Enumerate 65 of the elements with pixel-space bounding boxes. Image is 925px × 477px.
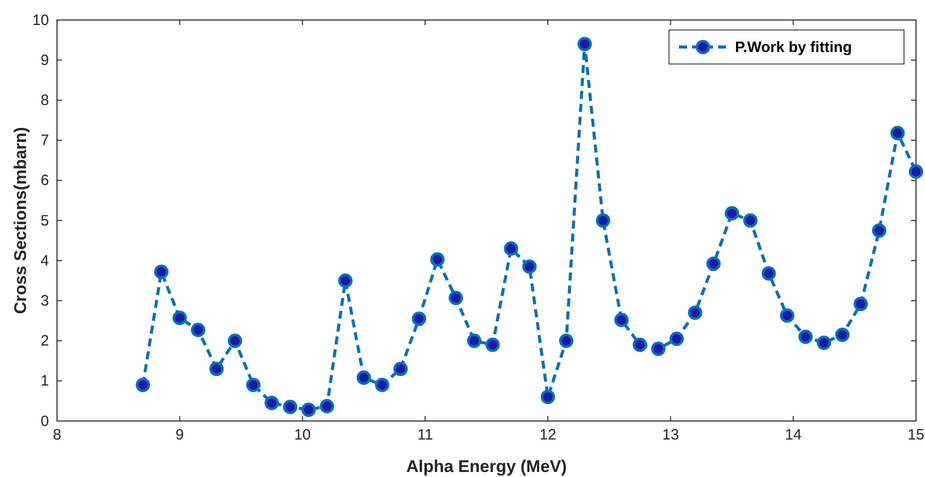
point (246, 378, 261, 392)
point (651, 342, 666, 356)
y-tick-label: 3 (40, 292, 49, 310)
point (430, 252, 445, 267)
point (467, 334, 482, 348)
point (190, 322, 206, 338)
x-tick-label: 8 (52, 426, 62, 444)
point (578, 36, 592, 52)
point (872, 223, 886, 238)
point (632, 338, 648, 352)
y-tick-label: 2 (40, 332, 49, 350)
point (835, 328, 850, 342)
point (320, 399, 334, 414)
point (854, 296, 868, 312)
point (172, 310, 187, 326)
point (393, 362, 408, 376)
point (614, 312, 629, 328)
point (282, 400, 298, 414)
y-tick-label: 6 (40, 172, 49, 190)
point (762, 266, 776, 281)
point (816, 336, 832, 350)
y-tick-label: 5 (40, 212, 49, 230)
point (780, 308, 794, 323)
point (724, 206, 740, 220)
y-tick-label: 8 (40, 92, 49, 109)
point (136, 378, 150, 392)
y-axis-title: Cross Sections(mbarn) (11, 126, 30, 314)
point (559, 334, 574, 348)
point (596, 213, 610, 228)
y-tick-label: 10 (32, 12, 49, 29)
x-tick-label: 11 (417, 426, 433, 444)
point (798, 330, 813, 344)
point (743, 213, 758, 228)
x-tick-label: 9 (176, 426, 184, 444)
point (338, 273, 353, 288)
point (375, 378, 390, 392)
y-tick-label: 9 (40, 52, 49, 69)
point (154, 264, 168, 279)
point (908, 164, 924, 179)
x-tick-label: 14 (784, 426, 802, 444)
y-tick-label: 7 (40, 132, 49, 150)
point (228, 334, 242, 348)
point (448, 290, 463, 306)
point (688, 306, 702, 320)
point (504, 241, 518, 256)
point (890, 126, 905, 140)
point (706, 256, 721, 271)
point (540, 390, 556, 404)
x-axis-title: Alpha Energy (MeV) (406, 457, 567, 476)
point (301, 402, 316, 417)
point (264, 396, 279, 410)
point (356, 370, 371, 385)
x-tick-label: 12 (540, 426, 556, 444)
point (485, 338, 500, 352)
y-tick-label: 1 (40, 372, 49, 390)
point (209, 362, 224, 376)
x-tick-label: 15 (908, 426, 924, 444)
x-tick-label: 10 (294, 426, 311, 444)
y-tick-label: 0 (40, 412, 49, 430)
point (522, 259, 537, 274)
y-tick-label: 4 (40, 252, 49, 270)
legend-label: P.Work by fitting (735, 39, 852, 56)
point (670, 332, 684, 346)
point (412, 312, 426, 326)
x-tick-label: 13 (662, 426, 679, 444)
